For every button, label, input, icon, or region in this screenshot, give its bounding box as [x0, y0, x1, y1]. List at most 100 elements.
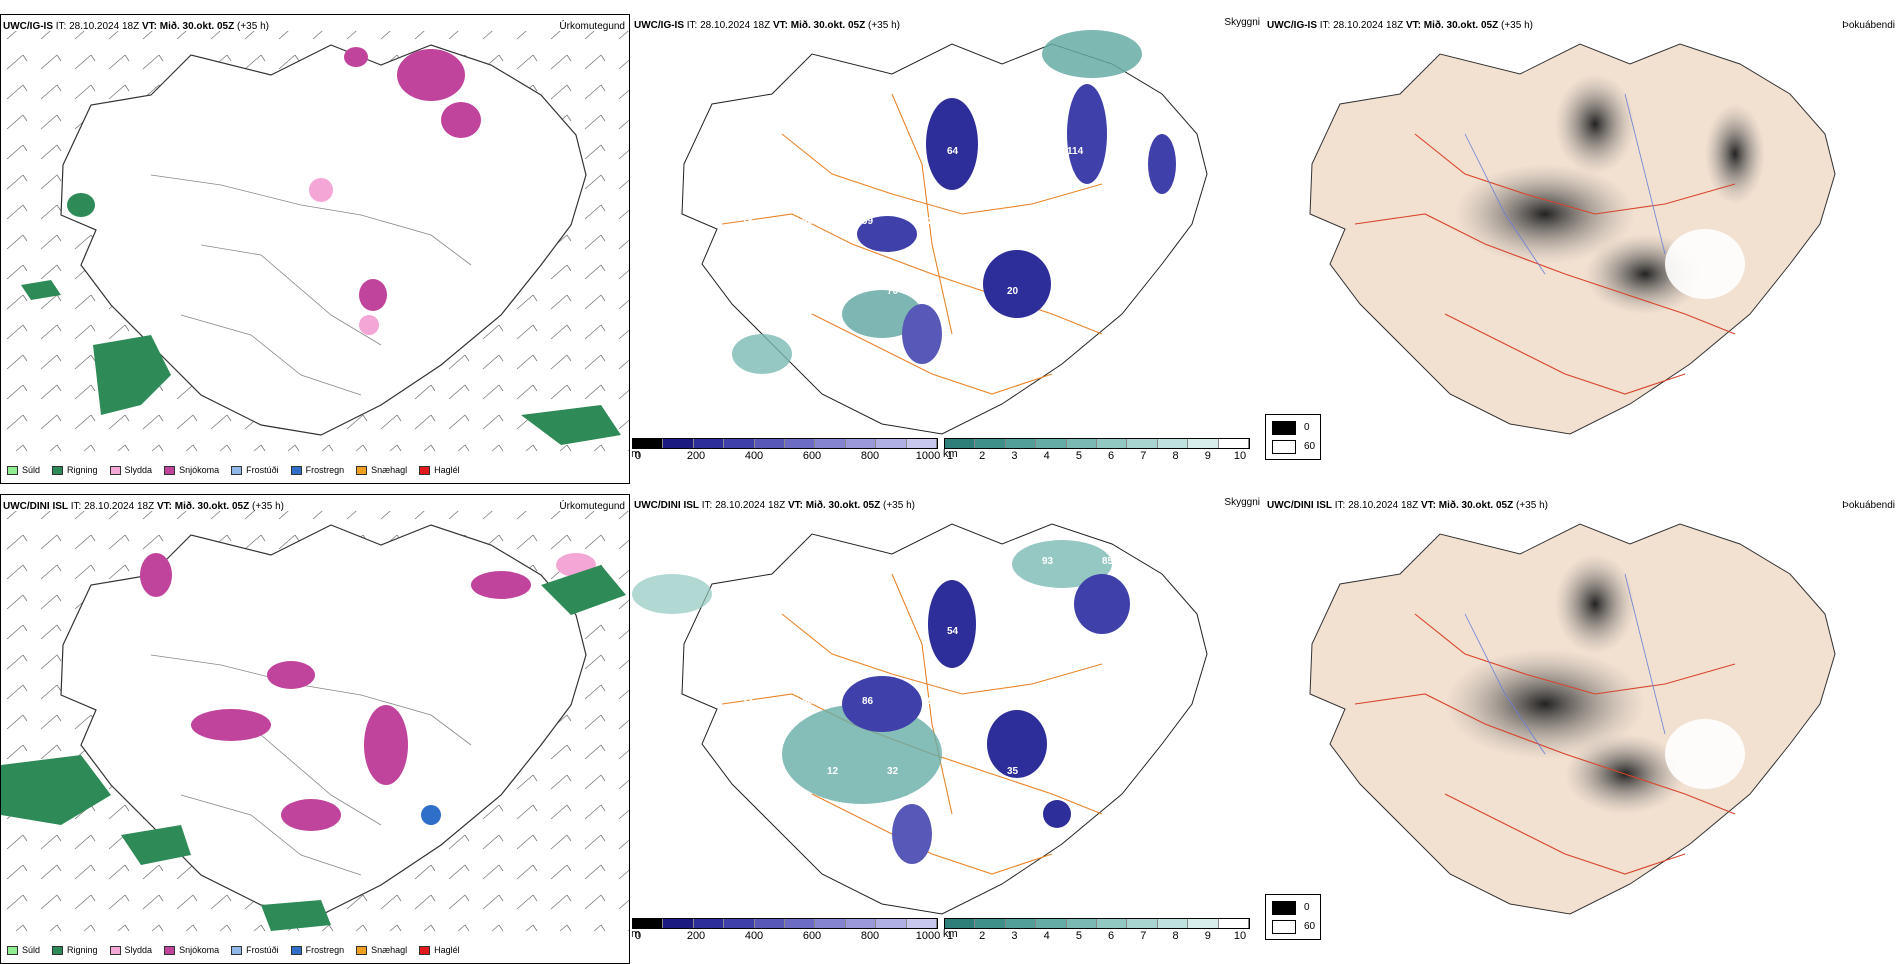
cloud-height-label: 67: [767, 146, 779, 157]
precip-legend: Súld Rigning Slydda Snjókoma Frostúði Fr…: [7, 943, 472, 957]
colorbar-tick: 2: [979, 450, 986, 462]
colorbar-tick: 1000: [915, 450, 941, 462]
height-area: [928, 580, 976, 668]
legend-label: Snjókoma: [179, 465, 220, 475]
colorbar-cell: [1218, 919, 1250, 928]
fog-legend-top: 0 60: [1265, 414, 1321, 460]
vt-label: VT: Mið. 30.okt. 05Z: [156, 501, 250, 512]
visibility-colorbar: 1 2 3 4 5 6 7 8 9 10 km: [943, 918, 1250, 952]
legend-swatch: [290, 465, 302, 475]
panel-title: UWC/IG-IS IT: 28.10.2024 18Z VT: Mið. 30…: [1267, 20, 1533, 31]
legend-item: Snjókoma: [164, 945, 219, 955]
cloud-height-label: 86: [862, 696, 874, 707]
rain-area: [121, 825, 191, 865]
colorbar-cells: [632, 438, 938, 449]
colorbar-cell: [1188, 439, 1219, 448]
colorbar-tick: 1: [946, 930, 954, 942]
legend-swatch: [290, 945, 302, 955]
legend-item: Frostregn: [290, 465, 344, 475]
colorbar-tick: 0: [634, 930, 642, 942]
snow-area: [471, 571, 531, 599]
cloud-height-labels: 67 409 85 63 74 93 85 66 58 52 54 72 103 156 23 88 86 29 1…: [742, 556, 1144, 777]
colorbar-tick: 600: [802, 450, 822, 462]
colorbar-tick: 8: [1172, 930, 1179, 942]
legend-item: Slydda: [109, 465, 153, 475]
cloud-height-label: 99: [862, 216, 874, 227]
panel-title: UWC/DINI ISL IT: 28.10.2024 18Z VT: Mið.…: [3, 501, 284, 512]
legend-label: Snjókoma: [179, 945, 220, 955]
colorbar-cell: [906, 919, 938, 928]
colorbar-cell: [663, 919, 694, 928]
cloud-height-label: 185: [1127, 146, 1144, 157]
variable-label: Skyggni: [1224, 497, 1260, 508]
height-area: [902, 304, 942, 364]
legend-swatch: [52, 465, 64, 475]
visibility-area: [732, 334, 792, 374]
fog-area: [1445, 649, 1645, 759]
snow-area: [397, 49, 465, 101]
fog-panel-top: UWC/IG-IS IT: 28.10.2024 18Z VT: Mið. 30…: [1265, 14, 1895, 484]
model-label: UWC/DINI ISL: [3, 501, 68, 512]
lead-label: (+35 h): [868, 20, 900, 31]
colorbar-ticks: 0 200 400 600 800 1000: [632, 449, 941, 463]
rivers: [1464, 573, 1666, 755]
cloud-height-label: 15: [982, 216, 994, 227]
cloud-height-label: 35: [1007, 766, 1019, 777]
legend-swatch: [109, 465, 121, 475]
height-colorbar: 0 200 400 600 800 1000 m: [632, 438, 941, 472]
fog-label: 0: [1304, 902, 1310, 913]
cloud-height-label: 23: [742, 696, 754, 707]
lead-label: (+35 h): [1516, 500, 1548, 511]
colorbar-tick: 7: [1140, 450, 1147, 462]
legend-label: Frostúði: [246, 945, 279, 955]
legend-label: Slydda: [124, 465, 153, 475]
cloud-map: 67 409 85 63 74 93 85 66 58 52 54 72 103 156 23 88 86 29 1…: [632, 523, 1208, 915]
colorbar-cell: [1157, 919, 1189, 928]
cloud-height-label: 78: [742, 216, 754, 227]
cloud-height-label: 110: [982, 696, 999, 707]
colorbar-cell: [754, 439, 786, 448]
legend-item: Frostregn: [290, 945, 344, 955]
colorbar-tick: 8: [1172, 450, 1179, 462]
snow-area: [359, 279, 387, 311]
legend-swatch: [164, 465, 176, 475]
legend-item: Haglél: [419, 945, 460, 955]
visibility-colorbar: 1 2 3 4 5 6 7 8 9 10 km: [943, 438, 1250, 472]
roads: [150, 174, 472, 396]
visibility-area: [782, 704, 942, 804]
colorbar-cell: [785, 919, 816, 928]
cloud-map: 326 95 75 15 24 336 49 67 137 90 64 62 114 185 78 66 99 1…: [681, 30, 1208, 435]
height-area: [1067, 84, 1107, 184]
variable-label: Skyggni: [1224, 17, 1260, 28]
precip-map: [1, 31, 629, 451]
cloud-height-label: 32: [887, 766, 899, 777]
colorbar-tick: 9: [1204, 450, 1211, 462]
cloud-height-label: 50: [767, 766, 779, 777]
variable-label: Þokuábendi: [1842, 500, 1895, 511]
variable-label: Úrkomutegund: [559, 501, 625, 512]
model-label: UWC/IG-IS: [1267, 20, 1317, 31]
it-label: IT: 28.10.2024 18Z: [1334, 500, 1419, 511]
cloud-height-label: 20: [1007, 286, 1019, 297]
colorbar-cell: [1097, 919, 1128, 928]
colorbar-cell: [975, 439, 1006, 448]
colorbar-tick: 4: [1043, 930, 1050, 942]
legend-swatch: [356, 465, 368, 475]
fog-label: 60: [1304, 441, 1316, 452]
legend-label: Rigning: [67, 465, 98, 475]
cloud-height-label: 64: [947, 146, 959, 157]
cloud-height-label: 11: [1042, 216, 1053, 227]
cloud-height-label: 156: [1127, 626, 1144, 637]
rain-area: [521, 405, 621, 445]
fog-area: [1455, 164, 1635, 264]
panel-title: UWC/IG-IS IT: 28.10.2024 18Z VT: Mið. 30…: [634, 20, 900, 31]
colorbar-cell: [845, 919, 877, 928]
cloud-height-label: 66: [767, 626, 779, 637]
colorbar-cell: [1005, 439, 1037, 448]
height-area: [842, 676, 922, 732]
clear-area: [1665, 719, 1745, 789]
snow-area: [441, 102, 481, 138]
legend-item: Rigning: [52, 945, 98, 955]
legend-item: Snæhagl: [356, 945, 407, 955]
cloud-height-label: 108: [1102, 696, 1119, 707]
